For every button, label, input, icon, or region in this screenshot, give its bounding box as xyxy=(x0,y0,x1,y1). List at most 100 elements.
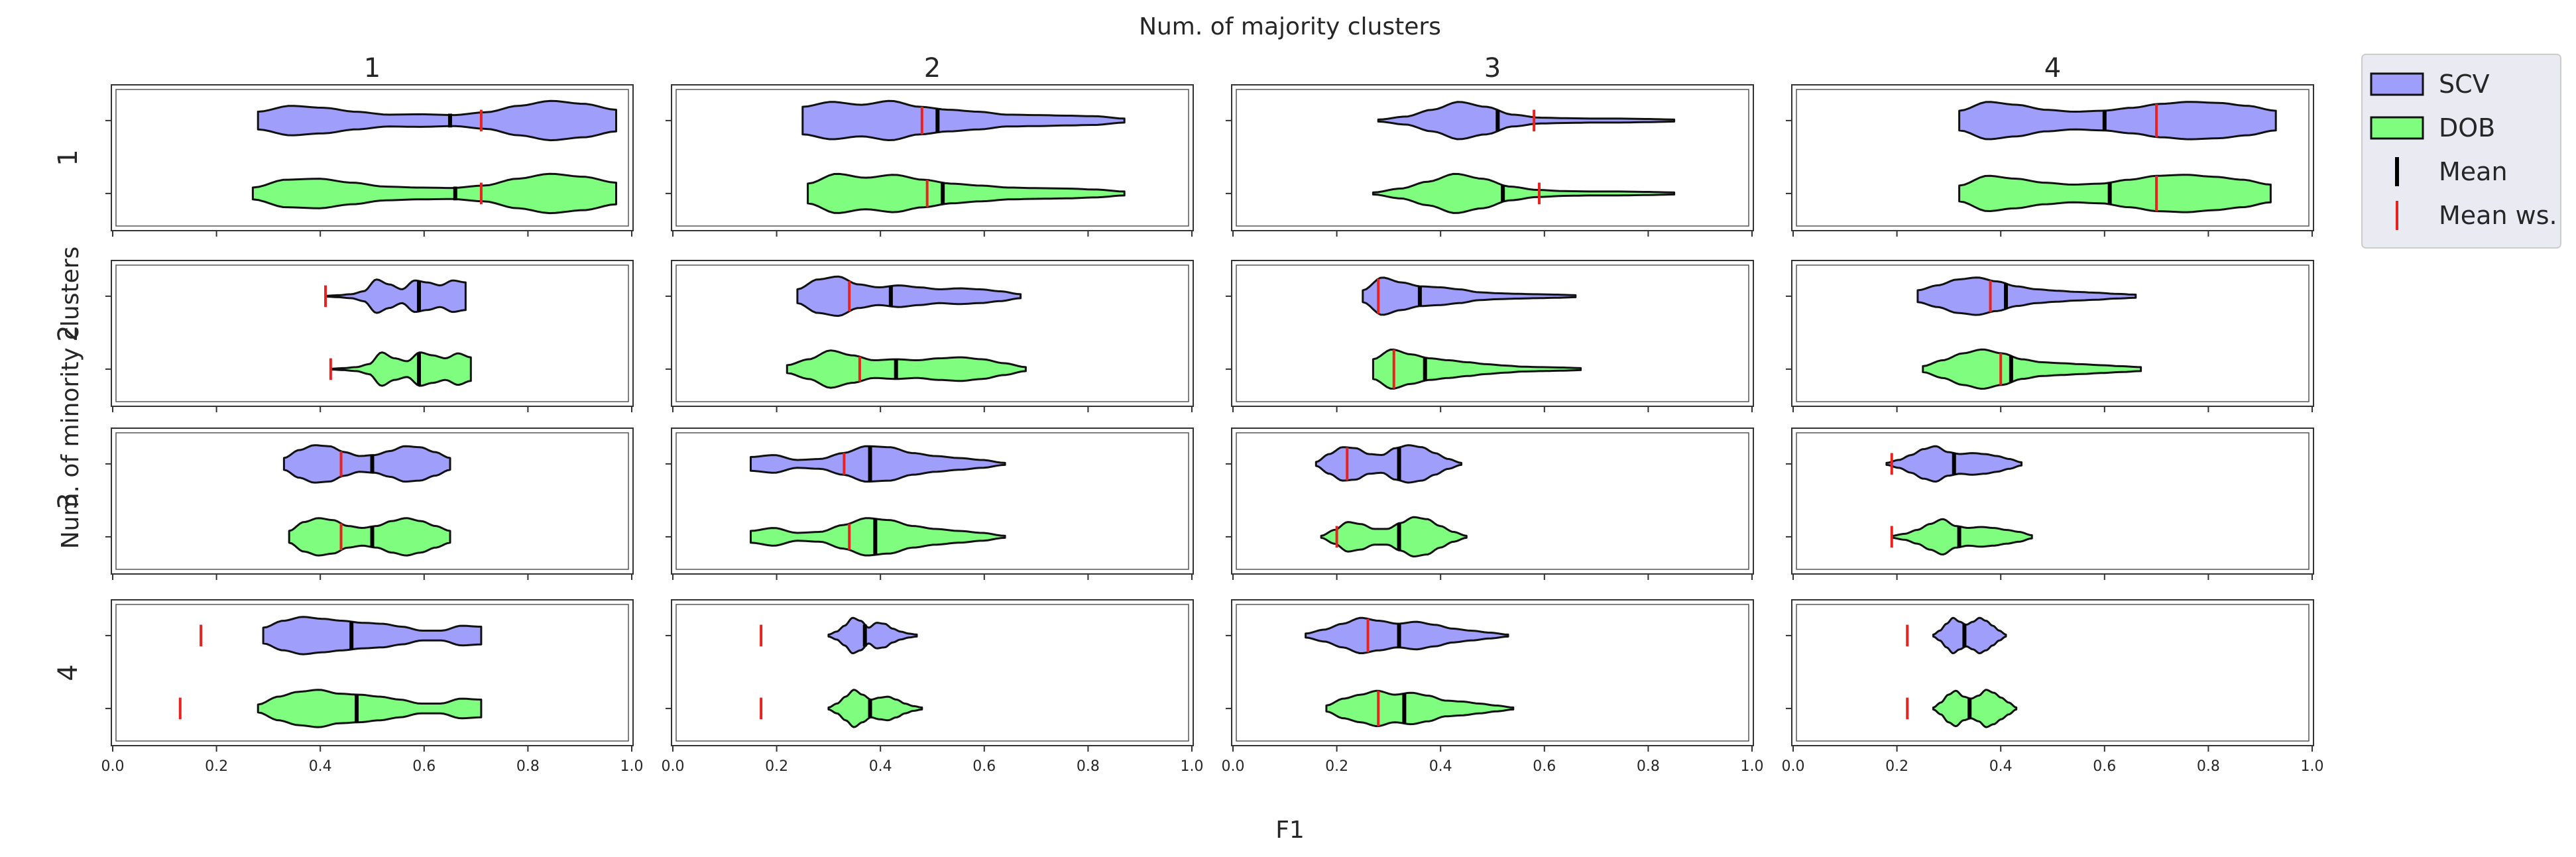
violin-scv xyxy=(1958,101,2277,141)
violin-scv xyxy=(750,445,1006,483)
violin-dob xyxy=(1891,518,2033,556)
violin-dob xyxy=(1325,689,1515,728)
column-label: 3 xyxy=(1484,53,1501,84)
row-label: 2 xyxy=(53,325,84,341)
panel-inner-frame xyxy=(675,264,1189,402)
row-label: 1 xyxy=(53,149,84,166)
violin-dob xyxy=(786,349,1027,389)
violin-scv xyxy=(1916,276,2137,316)
violin-scv xyxy=(257,99,617,142)
x-tick-label: 0.2 xyxy=(765,758,788,775)
panel-frame xyxy=(1231,599,1754,746)
figure-suptitle: Num. of majority clusters xyxy=(1139,13,1441,40)
x-tick-label: 0.4 xyxy=(869,758,892,775)
x-tick-label: 0.0 xyxy=(101,758,125,775)
panel-r2-c4 xyxy=(1786,260,2314,412)
x-tick-label: 0.4 xyxy=(309,758,332,775)
panel-inner-frame xyxy=(115,604,629,742)
panel-inner-frame xyxy=(115,264,629,402)
x-tick-label: 0.0 xyxy=(662,758,685,775)
violin-scv xyxy=(1377,101,1676,141)
x-tick-label: 1.0 xyxy=(1181,758,1204,775)
violin-dob xyxy=(1372,172,1676,214)
panel-frame xyxy=(671,84,1194,231)
x-tick-label: 0.4 xyxy=(1429,758,1452,775)
panel-inner-frame xyxy=(675,604,1189,742)
panel-inner-frame xyxy=(1796,264,2310,402)
x-tick-label: 0.2 xyxy=(205,758,228,775)
x-tick-label: 0.8 xyxy=(516,758,540,775)
violin-dob xyxy=(329,351,472,387)
x-tick-label: 0.4 xyxy=(1989,758,2013,775)
panel-inner-frame xyxy=(675,432,1189,570)
violin-scv xyxy=(282,444,451,484)
panel-inner-frame xyxy=(1796,89,2310,227)
violin-scv xyxy=(827,616,918,654)
figure-xlabel: F1 xyxy=(1275,817,1305,844)
panel-frame xyxy=(671,260,1194,407)
violin-dob xyxy=(750,517,1006,557)
violin-scv xyxy=(1932,616,2007,655)
legend-swatch-dob xyxy=(2370,116,2424,140)
panel-inner-frame xyxy=(1236,604,1749,742)
x-tick-label: 1.0 xyxy=(620,758,644,775)
row-label: 4 xyxy=(53,664,84,681)
legend: SCV DOB Mean Mean ws. xyxy=(2361,54,2561,249)
panel-r2-c2 xyxy=(666,260,1194,412)
x-tick-label: 1.0 xyxy=(2301,758,2324,775)
panel-frame xyxy=(1791,599,2314,746)
violin-dob xyxy=(1958,174,2272,213)
panel-r4-c4: 0.0 0.2 0.4 0.6 0.8 1.0 xyxy=(1782,599,2324,775)
panel-frame xyxy=(1791,428,2314,575)
x-tick-label: 0.6 xyxy=(1533,758,1556,775)
panel-frame xyxy=(111,599,634,746)
x-tick-label: 0.8 xyxy=(2197,758,2220,775)
violin-scv xyxy=(796,275,1022,317)
violin-dob xyxy=(1922,348,2142,390)
panel-r4-c2: 0.0 0.2 0.4 0.6 0.8 1.0 xyxy=(662,599,1204,775)
legend-label-dob: DOB xyxy=(2439,113,2495,143)
violin-dob xyxy=(1320,516,1468,558)
panel-r1-c4: 4 xyxy=(1786,53,2314,237)
legend-swatch-scv xyxy=(2370,72,2424,96)
panel-inner-frame xyxy=(675,89,1189,227)
panel-r1-c1: 11 xyxy=(53,53,634,237)
panel-inner-frame xyxy=(1796,432,2310,570)
violin-dob xyxy=(827,689,923,728)
panel-frame xyxy=(1231,428,1754,575)
x-tick-label: 0.2 xyxy=(1325,758,1348,775)
panel-frame xyxy=(671,599,1194,746)
column-label: 1 xyxy=(364,53,381,84)
violin-scv xyxy=(1315,444,1462,484)
panel-r1-c2: 2 xyxy=(666,53,1194,237)
row-label: 3 xyxy=(53,492,84,509)
x-tick-label: 0.6 xyxy=(972,758,996,775)
figure-ylabel: Num. of minority clusters xyxy=(57,247,84,549)
legend-frame xyxy=(2361,54,2561,249)
panel-frame xyxy=(111,428,634,575)
legend-label-mean: Mean xyxy=(2439,157,2508,186)
x-tick-label: 0.6 xyxy=(2093,758,2116,775)
violin-scv xyxy=(801,99,1126,141)
violin-scv xyxy=(324,278,467,314)
panel-inner-frame xyxy=(1236,89,1749,227)
violin-dob xyxy=(807,172,1126,214)
x-tick-label: 0.0 xyxy=(1782,758,1805,775)
panel-inner-frame xyxy=(1796,604,2310,742)
x-tick-label: 0.8 xyxy=(1077,758,1100,775)
violin-scv xyxy=(1305,616,1509,654)
column-label: 2 xyxy=(924,53,941,84)
violin-scv xyxy=(1362,276,1577,316)
violin-scv xyxy=(262,616,483,656)
panel-r3-c3 xyxy=(1226,428,1754,580)
violin-dob xyxy=(251,172,617,215)
legend-label-mean-ws: Mean ws. xyxy=(2439,201,2557,230)
panel-inner-frame xyxy=(115,89,629,227)
panel-frame xyxy=(1231,260,1754,407)
panel-r3-c2 xyxy=(666,428,1194,580)
panel-frame xyxy=(1791,260,2314,407)
column-label: 4 xyxy=(2044,53,2061,84)
violin-dob xyxy=(1932,689,2018,728)
